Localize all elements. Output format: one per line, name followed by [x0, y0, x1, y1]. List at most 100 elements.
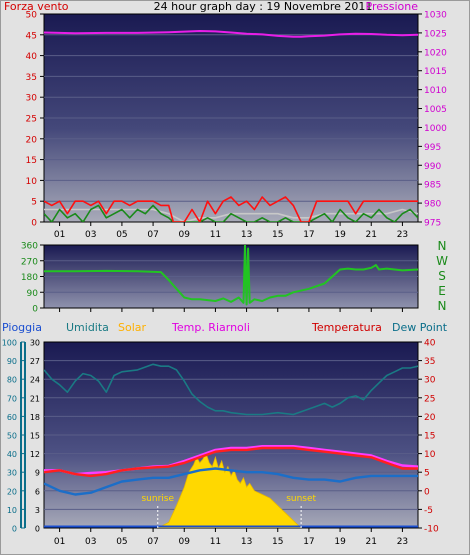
panel1-series-line — [44, 196, 418, 222]
panel1-right-tick-label: 980 — [424, 200, 441, 210]
panel3-pioggia-tick-label: 10 — [7, 506, 17, 515]
panel1-left-tick-label: 45 — [26, 31, 37, 41]
panel3-x-tick-label: 15 — [272, 537, 283, 547]
panel3-annotation-label: sunrise — [141, 494, 174, 504]
panel2-compass-label: E — [438, 284, 446, 298]
panel1-series-line — [44, 30, 418, 38]
panel2-grid — [44, 260, 418, 293]
panel3-x-tick-label: 17 — [303, 537, 314, 547]
panel3-secondary-tick-label: 18 — [30, 413, 40, 422]
panel3-secondary-tick-label: 15 — [30, 432, 40, 441]
panel3-x-tick-label: 05 — [116, 537, 127, 547]
panel1-right-tick-label: 975 — [424, 219, 441, 229]
panel1-left-tick-label: 0 — [31, 219, 37, 229]
panel3-x-tick-label: 19 — [334, 537, 346, 547]
panel3-temp-tick-label: 5 — [424, 469, 430, 479]
panel1-right-tick-label: 1025 — [424, 29, 447, 39]
panel1-x-tick-label: 05 — [116, 230, 127, 240]
panel1-left-tick-label: 30 — [26, 94, 38, 104]
panel1-x-axis: 01 03 05 07 09 11 13 15 17 19 21 23 — [54, 222, 408, 240]
panel1-x-tick-label: 23 — [397, 230, 408, 240]
panel1-right-tick-label: 985 — [424, 181, 441, 191]
panel3-pioggia-tick-label: 50 — [7, 432, 17, 441]
panel3-x-tick-label: 21 — [366, 537, 377, 547]
legend-temp-riarnoli: Temp. Riarnoli — [171, 321, 250, 334]
legend-temperatura: Temperatura — [311, 321, 382, 334]
legend-dew-point: Dew Point — [392, 321, 448, 334]
panel3-temp-tick-label: 0 — [424, 487, 430, 497]
panel2-left-tick-label: 360 — [21, 242, 38, 252]
panel1-series — [44, 30, 418, 222]
panel3-x-axis: 01 03 05 07 09 11 13 15 17 19 21 23 — [54, 528, 408, 547]
panel1-right-tick-label: 1005 — [424, 105, 447, 115]
panel2-compass-label: N — [438, 299, 447, 313]
panel1-x-tick-label: 09 — [179, 230, 191, 240]
panel2-left-tick-label: 90 — [27, 289, 39, 299]
panel3-x-tick-label: 11 — [210, 537, 221, 547]
panel1-x-tick-label: 15 — [272, 230, 283, 240]
panel1-left-tick-label: 50 — [26, 11, 38, 21]
panel3-x-tick-label: 23 — [397, 537, 408, 547]
panel3-pioggia-tick-label: 70 — [7, 394, 17, 403]
panel1-right-axis: 975 980 985 990 995 1000 1005 1010 1015 1020 1025 1… — [418, 11, 447, 229]
legend-pioggia: Pioggia — [2, 321, 42, 334]
panel3-secondary-tick-label: 27 — [30, 357, 40, 366]
panel1-right-tick-label: 1000 — [424, 124, 447, 134]
panel1-left-axis: 0 5 10 15 20 25 30 35 40 45 50 — [26, 11, 44, 229]
panel3-x-tick-label: 09 — [179, 537, 191, 547]
panel1-left-tick-label: 20 — [26, 135, 38, 145]
panel3-series-line — [44, 363, 418, 416]
panel3-secondary-tick-label: 12 — [30, 450, 40, 459]
panel2-compass-label: W — [436, 254, 448, 268]
panel1-x-tick-label: 03 — [85, 230, 96, 240]
panel1-x-tick-label: 07 — [147, 230, 158, 240]
panel1-right-tick-label: 1030 — [424, 11, 447, 21]
legend-umidita: Umidita — [66, 321, 109, 334]
panel1-x-tick-label: 21 — [366, 230, 377, 240]
panel1-right-tick-label: 1020 — [424, 48, 447, 58]
panel2-wind-direction-line — [44, 245, 418, 306]
panel2-left-axis: 0 90 180 270 360 — [21, 242, 403, 315]
panel1-left-tick-label: 10 — [26, 177, 38, 187]
panel3-pioggia-tick-label: 80 — [7, 376, 17, 385]
panel3-temp-tick-label: 10 — [424, 450, 436, 460]
panel3-secondary-tick-label: 24 — [30, 376, 40, 385]
panel1-series-line — [44, 204, 418, 222]
panel3-pioggia-tick-label: 20 — [7, 487, 17, 496]
panel1-left-tick-label: 25 — [26, 115, 37, 125]
panel2-compass-label: S — [438, 269, 446, 283]
panel1-x-tick-label: 01 — [54, 230, 65, 240]
panel1-title: 24 hour graph day : 19 Novembre 2011 — [154, 0, 373, 13]
panel3-temp-tick-label: 25 — [424, 394, 435, 404]
panel3-secondary-tick-label: 30 — [30, 339, 40, 348]
panel1-left-tick-label: 5 — [31, 198, 37, 208]
panel1-x-tick-label: 13 — [241, 230, 252, 240]
panel1-x-tick-label: 17 — [303, 230, 314, 240]
panel3-temp-tick-label: -5 — [424, 506, 433, 516]
panel3-pioggia-tick-label: 40 — [7, 450, 17, 459]
panel1-right-tick-label: 1010 — [424, 86, 447, 96]
panel3-pioggia-tick-label: 60 — [7, 413, 17, 422]
panel3-pioggia-tick-label: 90 — [7, 357, 17, 366]
panel3-axes: 0102030405060708090100036912151821242730… — [2, 339, 439, 535]
panel1-grid — [44, 34, 418, 202]
panel3-x-tick-label: 13 — [241, 537, 252, 547]
panel2-left-tick-label: 0 — [32, 305, 38, 315]
panel1-right-label: Pressione — [366, 0, 419, 13]
panel3-temp-tick-label: 40 — [424, 339, 436, 349]
panel3-series-line — [44, 446, 418, 478]
panel2-left-tick-label: 270 — [21, 257, 38, 267]
panel3-x-tick-label: 07 — [147, 537, 158, 547]
panel1-x-tick-label: 19 — [334, 230, 346, 240]
panel1-right-tick-label: 1015 — [424, 67, 447, 77]
panel3-secondary-tick-label: 21 — [30, 394, 40, 403]
panel2-left-tick-label: 180 — [21, 273, 38, 283]
panel3-temp-tick-label: 15 — [424, 432, 435, 442]
panel3-temp-tick-label: 30 — [424, 376, 436, 386]
panel1-left-label: Forza vento — [4, 0, 69, 13]
panel3-secondary-tick-label: 9 — [35, 469, 40, 478]
panel3-secondary-tick-label: 3 — [35, 506, 40, 515]
panel1-left-tick-label: 35 — [26, 73, 37, 83]
